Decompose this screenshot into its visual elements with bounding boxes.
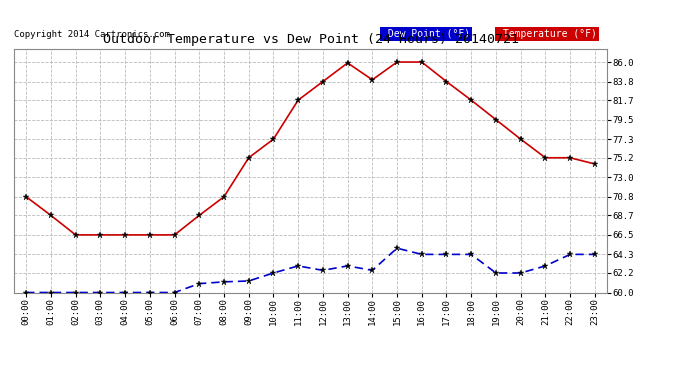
Title: Outdoor Temperature vs Dew Point (24 Hours) 20140721: Outdoor Temperature vs Dew Point (24 Hou… xyxy=(103,33,518,46)
Text: Temperature (°F): Temperature (°F) xyxy=(497,29,598,39)
Text: Copyright 2014 Cartronics.com: Copyright 2014 Cartronics.com xyxy=(14,30,170,39)
Text: Dew Point (°F): Dew Point (°F) xyxy=(382,29,470,39)
